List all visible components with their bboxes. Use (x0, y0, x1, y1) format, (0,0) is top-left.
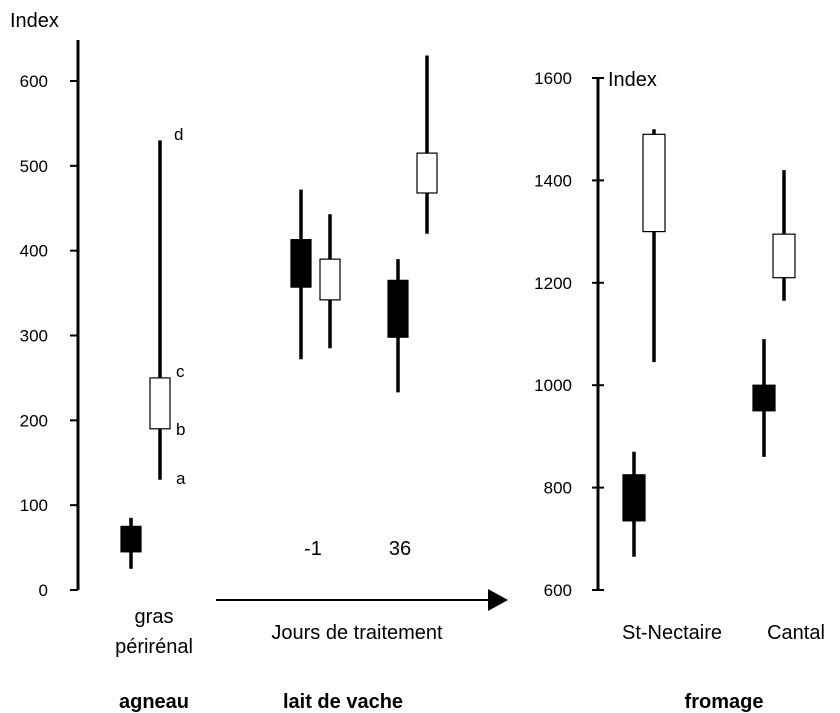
group-label-lait: lait de vache (283, 691, 403, 713)
box-white (149, 377, 171, 430)
annotation-c: c (176, 362, 185, 381)
left-y-tick-label: 0 (39, 581, 48, 600)
annotation-b: b (176, 420, 185, 439)
right-y-tick-label: 600 (544, 581, 572, 600)
box-white (416, 152, 438, 194)
right-y-tick-label: 1000 (534, 376, 572, 395)
annotation-d: d (174, 125, 183, 144)
category-label-cantal: Cantal (767, 622, 825, 644)
left-y-tick-label: 600 (20, 72, 48, 91)
right-y-ticks: 600 800 1000 1200 1400 1600 (534, 69, 604, 600)
group-label-fromage: fromage (685, 691, 764, 713)
box-black (752, 384, 776, 412)
category-label-minus1: -1 (304, 538, 322, 560)
left-y-tick-label: 100 (20, 496, 48, 515)
category-label-gras: gras (135, 606, 174, 628)
x-axis-label: Jours de traitement (271, 622, 443, 644)
box-white (772, 233, 796, 279)
left-y-tick-label: 300 (20, 327, 48, 346)
right-y-tick-label: 1200 (534, 274, 572, 293)
box-marks (120, 55, 796, 569)
left-y-tick-label: 500 (20, 157, 48, 176)
box-white (319, 258, 341, 301)
annotation-a: a (176, 469, 186, 488)
box-black (387, 279, 409, 338)
category-label-36: 36 (389, 538, 411, 560)
right-y-axis-label: Index (608, 69, 657, 91)
left-y-tick-label: 200 (20, 411, 48, 430)
box-black (120, 525, 142, 553)
box-white (642, 133, 666, 233)
left-y-tick-label: 400 (20, 242, 48, 261)
right-y-tick-label: 1400 (534, 171, 572, 190)
box-black (622, 474, 646, 522)
time-arrow-head (488, 589, 508, 611)
category-label-st-nectaire: St-Nectaire (622, 622, 722, 644)
box-black (290, 239, 312, 288)
group-label-agneau: agneau (119, 691, 189, 713)
right-y-tick-label: 800 (544, 479, 572, 498)
right-y-tick-label: 1600 (534, 69, 572, 88)
left-y-ticks: 0 100 200 300 400 500 600 (20, 72, 78, 600)
left-y-axis-label: Index (10, 10, 59, 32)
category-label-perirenal: périrénal (115, 636, 193, 658)
